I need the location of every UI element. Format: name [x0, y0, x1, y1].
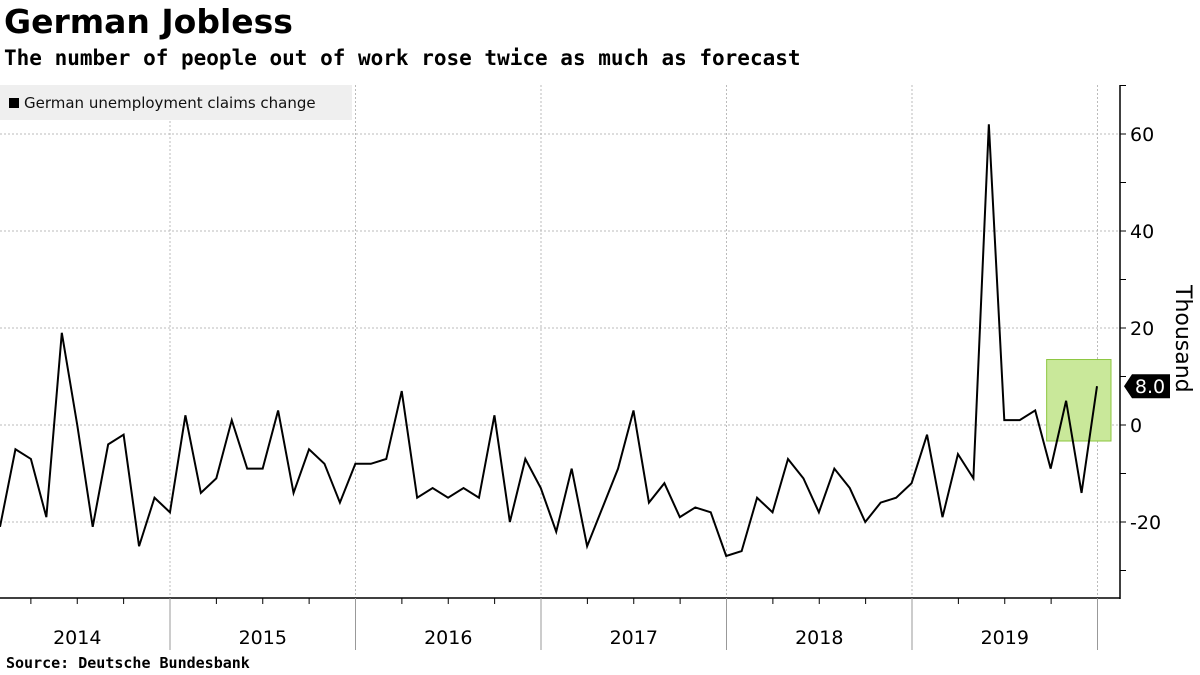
y-tick-label: 60 [1130, 124, 1154, 146]
x-tick-label: 2017 [610, 627, 658, 649]
x-tick-label: 2018 [795, 627, 843, 649]
last-value-label: 8.0 [1135, 376, 1165, 398]
source-note: Source: Deutsche Bundesbank [6, 654, 250, 672]
chart-subtitle: The number of people out of work rose tw… [4, 46, 801, 70]
chart-title: German Jobless [4, 2, 293, 41]
y-tick-label: 0 [1130, 415, 1142, 437]
legend: German unemployment claims change [0, 85, 352, 120]
highlight-box [1046, 359, 1112, 442]
x-tick-label: 2014 [53, 627, 101, 649]
y-tick-label: 20 [1130, 318, 1154, 340]
y-axis-label: Thousand [1170, 284, 1195, 393]
y-tick-label: 40 [1130, 221, 1154, 243]
legend-swatch [9, 97, 19, 108]
last-value-tag [1124, 374, 1170, 399]
y-tick-label: -20 [1130, 512, 1161, 534]
series-line [0, 124, 1098, 558]
x-tick-label: 2015 [239, 627, 287, 649]
legend-label: German unemployment claims change [24, 93, 316, 112]
x-tick-label: 2019 [981, 627, 1029, 649]
x-tick-label: 2016 [424, 627, 472, 649]
